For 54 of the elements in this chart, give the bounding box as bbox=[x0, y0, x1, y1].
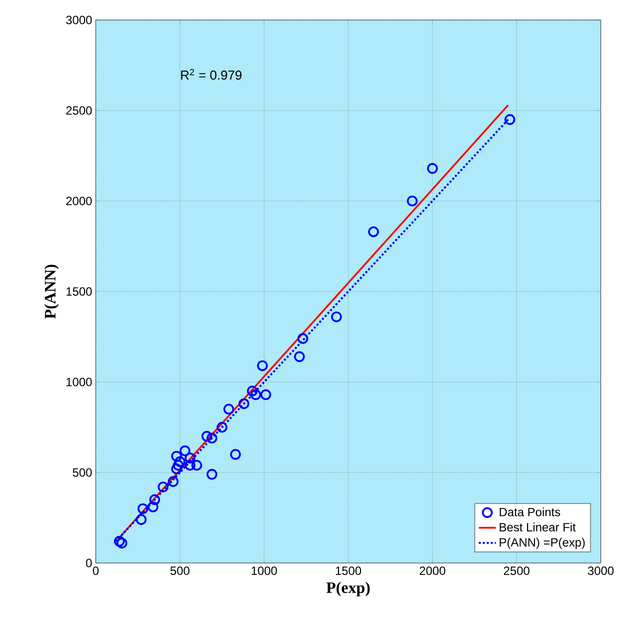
point bbox=[206, 432, 218, 444]
x-tick-label: 2000 bbox=[420, 566, 446, 575]
point bbox=[168, 476, 179, 487]
point bbox=[116, 538, 128, 548]
point bbox=[171, 463, 182, 474]
point bbox=[184, 460, 196, 471]
y-tick-label: 1000 bbox=[66, 378, 92, 386]
y-tick-label: 3000 bbox=[66, 16, 92, 24]
x-tick-label: 1500 bbox=[336, 566, 362, 575]
x-tick-label: 0 bbox=[93, 566, 99, 575]
point bbox=[331, 311, 342, 322]
y-axis-title: P(ANN) bbox=[44, 264, 59, 319]
x-tick-label: 1000 bbox=[252, 566, 278, 575]
point bbox=[191, 460, 202, 471]
y-tick-label: 1500 bbox=[66, 287, 92, 296]
point bbox=[136, 514, 147, 525]
point bbox=[138, 503, 148, 514]
point bbox=[148, 502, 158, 512]
legend-label: Best Linear Fit bbox=[500, 522, 576, 532]
point bbox=[216, 422, 228, 433]
point bbox=[294, 351, 305, 362]
x-tick-label: 500 bbox=[170, 566, 190, 575]
point bbox=[257, 360, 268, 372]
annotation: R$^{2}$ = 0.979 bbox=[181, 68, 242, 80]
point bbox=[149, 494, 160, 506]
point bbox=[427, 163, 438, 174]
legend-label: P(ANN) =P(exp) bbox=[500, 538, 585, 549]
point bbox=[238, 398, 250, 410]
point bbox=[180, 445, 190, 456]
y-tick-label: 0 bbox=[86, 558, 92, 568]
point bbox=[114, 536, 125, 547]
point bbox=[172, 460, 184, 471]
point bbox=[250, 389, 262, 400]
point bbox=[171, 450, 182, 462]
point bbox=[158, 482, 169, 492]
x-axis-title: P(exp) bbox=[326, 582, 370, 596]
y-tick-label: 2000 bbox=[66, 196, 92, 206]
point bbox=[206, 468, 218, 480]
point bbox=[298, 333, 308, 344]
point bbox=[406, 196, 418, 206]
point bbox=[247, 386, 258, 396]
x-tick-label: 2500 bbox=[504, 566, 530, 575]
point bbox=[368, 226, 380, 238]
point bbox=[230, 449, 241, 460]
point bbox=[223, 404, 234, 415]
y-tick-label: 500 bbox=[72, 468, 92, 477]
x-tick-label: 3000 bbox=[588, 566, 614, 575]
legend-label: Data Points bbox=[500, 508, 560, 516]
point bbox=[260, 389, 272, 400]
point bbox=[202, 430, 212, 442]
y-tick-label: 2500 bbox=[66, 106, 92, 115]
point bbox=[504, 114, 516, 125]
point bbox=[174, 456, 186, 468]
point bbox=[184, 452, 196, 464]
